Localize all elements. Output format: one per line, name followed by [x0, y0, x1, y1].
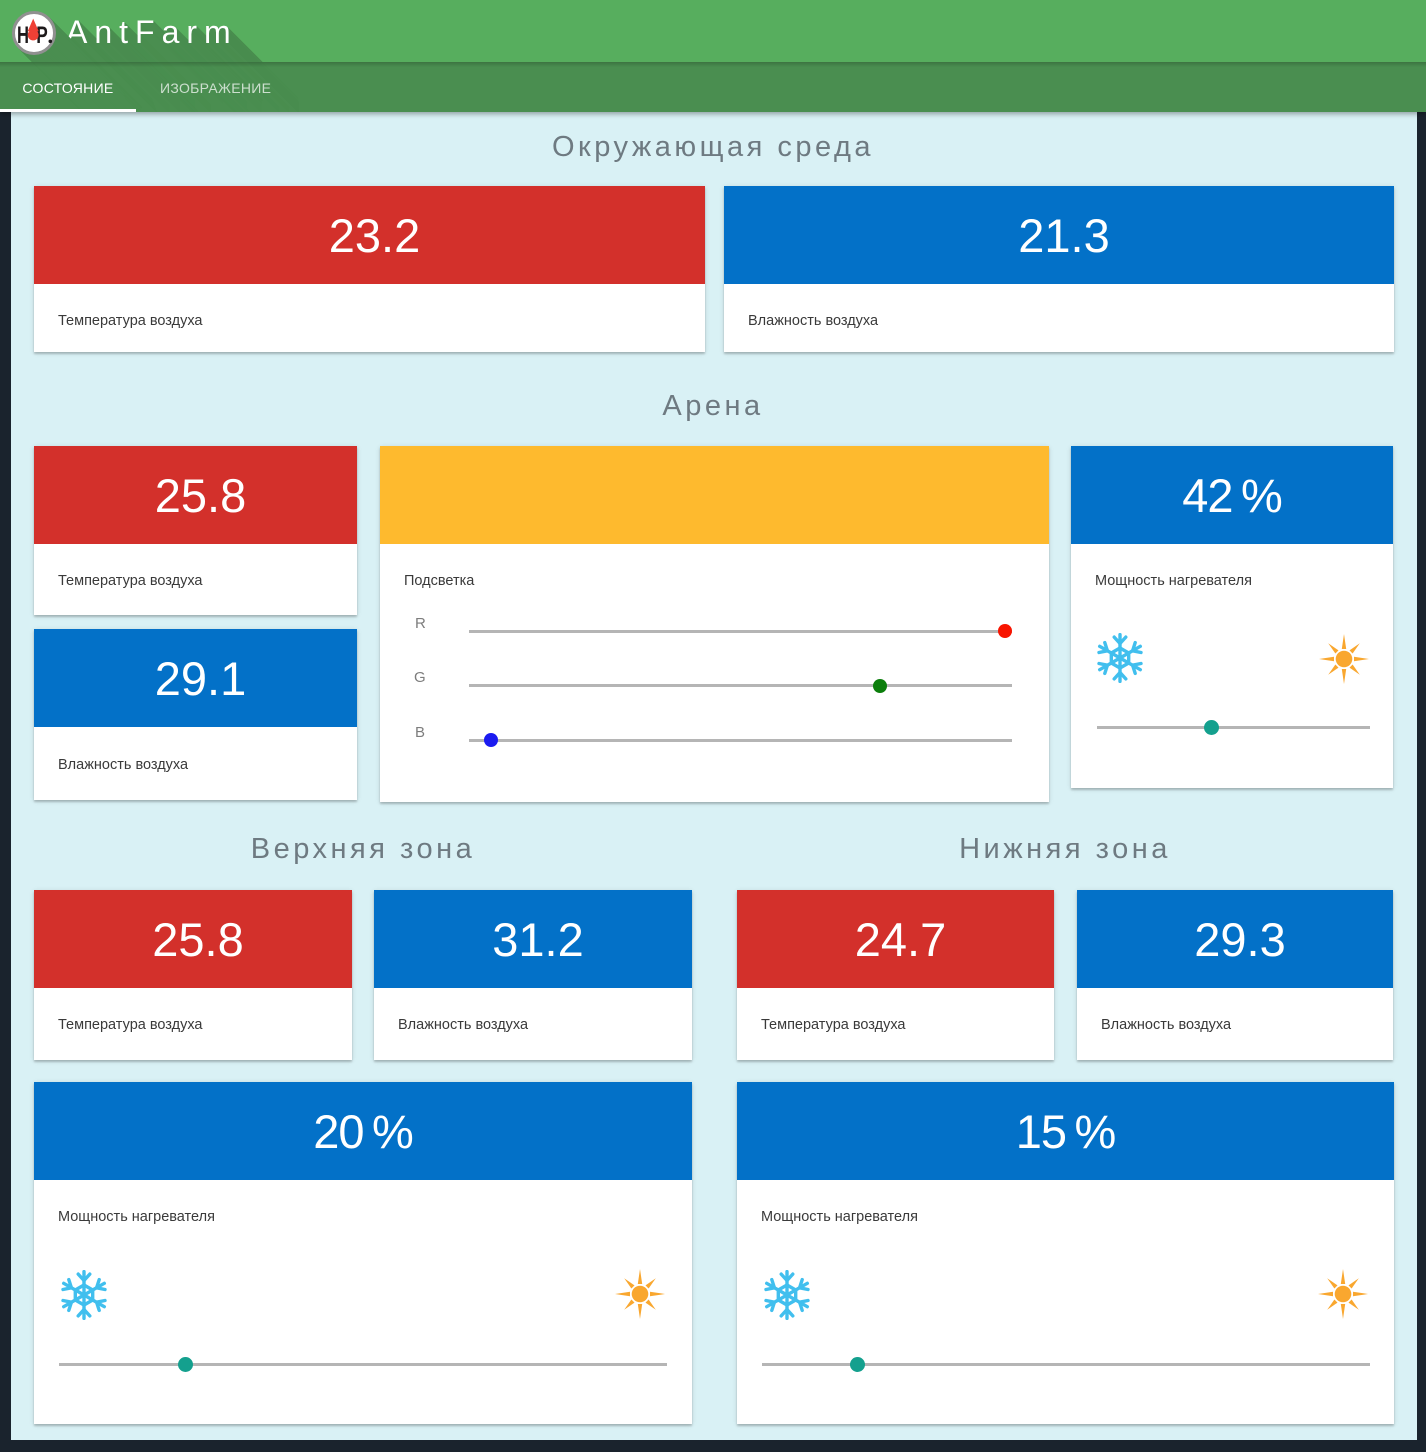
svg-text:P: P [36, 22, 48, 49]
svg-text:H: H [17, 22, 29, 49]
